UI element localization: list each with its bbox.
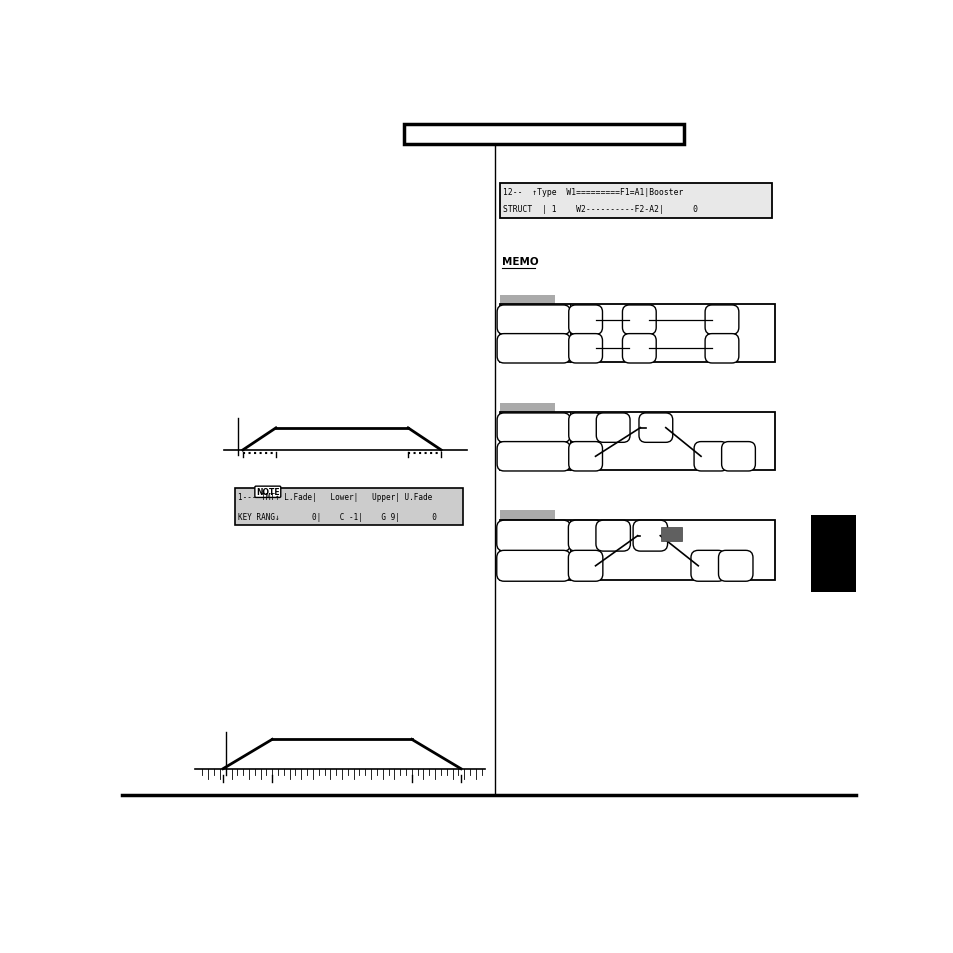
Bar [499, 403, 555, 413]
Bar [404, 125, 683, 145]
FancyBboxPatch shape [704, 335, 738, 364]
FancyBboxPatch shape [639, 414, 672, 443]
Bar [499, 295, 555, 305]
FancyBboxPatch shape [690, 551, 724, 581]
FancyBboxPatch shape [568, 442, 602, 472]
FancyBboxPatch shape [720, 442, 755, 472]
Bar [810, 516, 856, 593]
FancyBboxPatch shape [621, 306, 656, 335]
FancyBboxPatch shape [568, 551, 602, 581]
Text: NOTE: NOTE [255, 488, 279, 497]
FancyBboxPatch shape [704, 306, 738, 335]
FancyBboxPatch shape [568, 520, 602, 552]
FancyBboxPatch shape [497, 442, 570, 472]
FancyBboxPatch shape [568, 414, 602, 443]
FancyBboxPatch shape [621, 335, 656, 364]
FancyBboxPatch shape [497, 520, 570, 552]
FancyBboxPatch shape [718, 551, 752, 581]
Text: KEY RANG↓       0|    C -1|    G 9|       0: KEY RANG↓ 0| C -1| G 9| 0 [238, 513, 436, 521]
FancyBboxPatch shape [633, 520, 667, 552]
Bar [499, 305, 775, 362]
Bar [235, 489, 463, 525]
FancyBboxPatch shape [497, 414, 570, 443]
FancyBboxPatch shape [497, 335, 570, 364]
FancyBboxPatch shape [568, 306, 602, 335]
FancyBboxPatch shape [497, 551, 570, 581]
Text: 1--- TMT↑ L.Fade|   Lower|   Upper| U.Fade: 1--- TMT↑ L.Fade| Lower| Upper| U.Fade [238, 493, 433, 501]
Bar [499, 413, 775, 470]
FancyBboxPatch shape [596, 520, 630, 552]
FancyBboxPatch shape [568, 335, 602, 364]
Bar [499, 183, 771, 218]
Bar [499, 511, 555, 520]
FancyBboxPatch shape [497, 306, 570, 335]
Text: STRUCT  | 1    W2----------F2-A2|      0: STRUCT | 1 W2----------F2-A2| 0 [502, 205, 698, 214]
FancyBboxPatch shape [694, 442, 727, 472]
Text: 12--  ↑Type  W1=========F1=A1|Booster: 12-- ↑Type W1=========F1=A1|Booster [502, 188, 682, 196]
Text: MEMO: MEMO [501, 256, 538, 266]
Bar [660, 527, 681, 541]
FancyBboxPatch shape [596, 414, 629, 443]
Bar [499, 520, 775, 580]
